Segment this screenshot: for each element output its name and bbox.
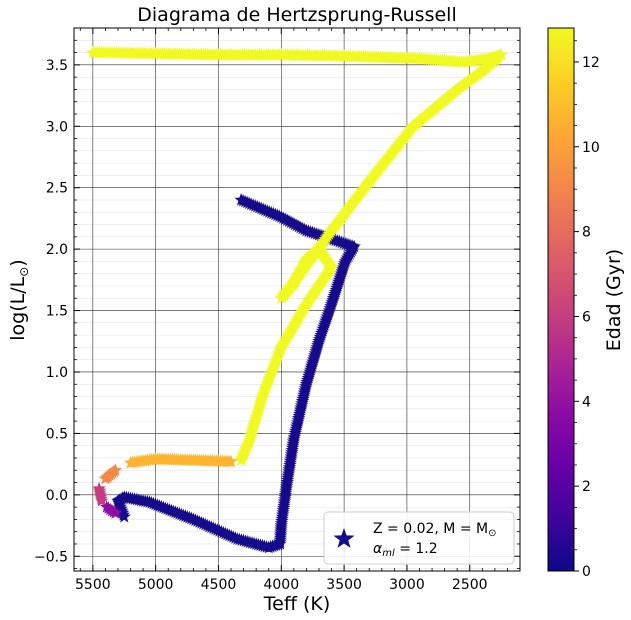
series-track: [100, 500, 123, 519]
x-axis-title: Teff (K): [263, 593, 330, 615]
colorbar-tick-label: 2: [582, 479, 591, 495]
colorbar-ticks: 0 2 4 6 8 10 12: [574, 40, 600, 580]
colorbar-tick-label: 0: [582, 564, 591, 580]
series-track: [123, 452, 238, 469]
x-tick-label: 5000: [138, 577, 174, 593]
star-marker: [95, 494, 109, 507]
y-tick-label: 1.0: [46, 365, 68, 381]
legend-star-icon: [333, 528, 355, 548]
y-tick-label: 1.5: [46, 304, 68, 320]
y-tick-label: 2.0: [46, 242, 68, 258]
series-track: [92, 481, 109, 507]
y-tick-label: 3.0: [46, 119, 68, 135]
legend: Z = 0.02, M = M⊙ αml = 1.2: [323, 511, 515, 565]
axis-ticks: 5500 5000 4500 4000 3500 3000 2500 −0.5 0.0 0.5 1.…: [34, 27, 521, 593]
y-tick-label: 2.5: [46, 181, 68, 197]
series-track: [86, 45, 508, 467]
legend-box: [323, 511, 515, 565]
colorbar-tick-label: 10: [582, 140, 600, 156]
x-tick-label: 3500: [326, 577, 362, 593]
colorbar-tick-label: 8: [582, 225, 591, 241]
y-tick-label: 0.5: [46, 426, 68, 442]
series-track: [98, 463, 123, 485]
y-axis-title: log(L/L⊙): [7, 259, 31, 340]
colorbar-tick-label: 4: [582, 394, 591, 410]
x-tick-label: 3000: [389, 577, 425, 593]
data-series: [86, 45, 508, 554]
grid: [74, 27, 520, 571]
x-tick-label: 4000: [263, 577, 299, 593]
x-tick-label: 4500: [201, 577, 237, 593]
y-tick-label: −0.5: [34, 549, 68, 565]
star-marker: [98, 471, 113, 485]
colorbar-label: Edad (Gyr): [603, 249, 625, 351]
colorbar: 0 2 4 6 8 10 12 Edad (Gyr): [547, 27, 625, 580]
colorbar-tick-label: 6: [582, 309, 591, 325]
legend-line-1: Z = 0.02, M = M⊙: [373, 521, 496, 539]
colorbar-tick-label: 12: [582, 55, 600, 71]
star-marker: [123, 455, 138, 469]
star-marker: [234, 453, 248, 467]
star-marker: [117, 509, 131, 523]
star-marker: [108, 506, 123, 519]
legend-line-2: αml = 1.2: [373, 541, 438, 559]
x-tick-label: 5500: [75, 577, 111, 593]
series-track: [111, 193, 361, 554]
y-tick-label: 0.0: [46, 488, 68, 504]
plot-frame: [73, 27, 521, 572]
y-tick-label: 3.5: [46, 58, 68, 74]
x-tick-label: 2500: [452, 577, 488, 593]
chart-title: Diagrama de Hertzsprung-Russell: [137, 4, 456, 26]
colorbar-bar: [547, 27, 575, 572]
